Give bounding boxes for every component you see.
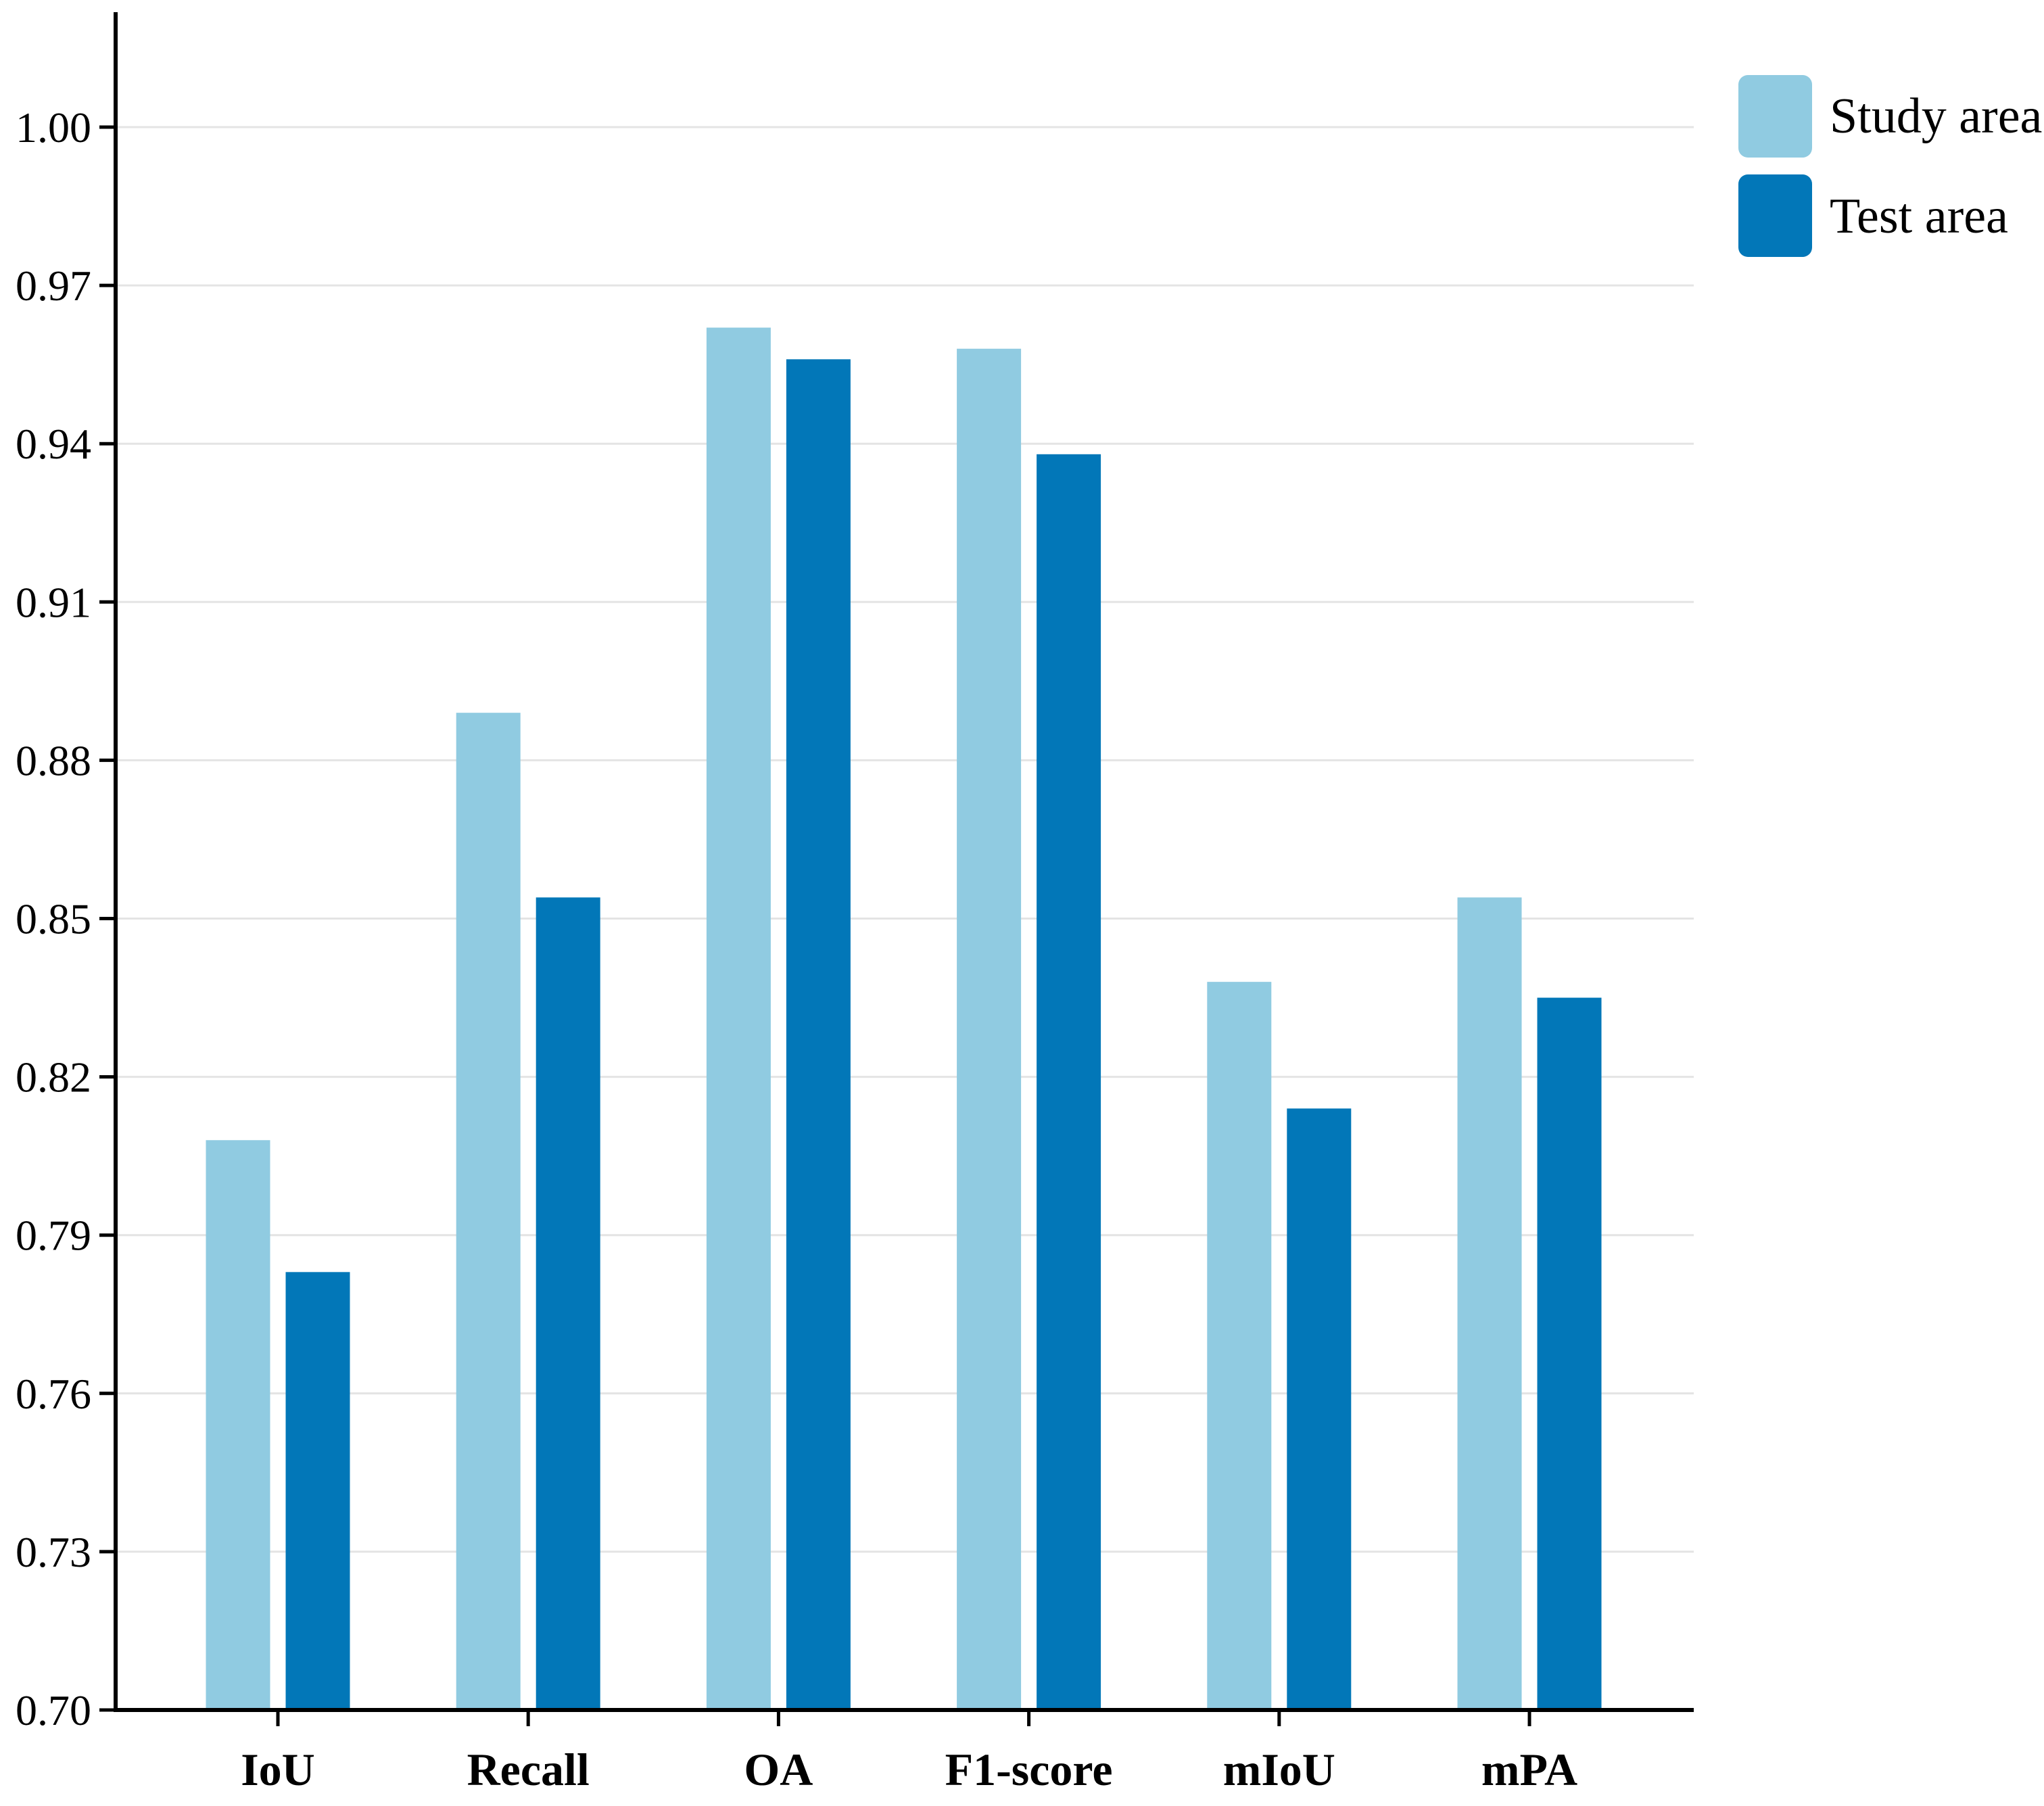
y-tick-label: 1.00 — [16, 103, 91, 151]
legend-label-test-area: Test area — [1830, 189, 2008, 244]
bar-test-area-miou — [1287, 1108, 1352, 1710]
x-category-label: Recall — [467, 1744, 590, 1795]
bar-test-area-f1-score — [1037, 454, 1101, 1710]
x-category-label: F1-score — [945, 1744, 1113, 1795]
y-tick-label: 0.85 — [16, 895, 91, 943]
y-tick-label: 0.97 — [16, 262, 91, 310]
bar-study-area-recall — [456, 713, 521, 1710]
y-tick-label: 0.91 — [16, 578, 91, 626]
y-tick-label: 0.73 — [16, 1528, 91, 1576]
bar-test-area-iou — [285, 1272, 350, 1710]
bar-study-area-mpa — [1457, 897, 1522, 1710]
y-tick-label: 0.79 — [16, 1212, 91, 1260]
legend-label-study-area: Study area — [1830, 89, 2043, 144]
bar-test-area-oa — [786, 359, 851, 1710]
y-tick-label: 0.76 — [16, 1370, 91, 1418]
bar-study-area-oa — [706, 327, 771, 1711]
bar-test-area-recall — [536, 897, 600, 1710]
legend-swatch-study-area — [1738, 75, 1812, 158]
bar-study-area-iou — [206, 1140, 270, 1710]
bar-study-area-miou — [1207, 982, 1272, 1710]
x-category-label: IoU — [241, 1744, 315, 1795]
y-tick-label: 0.82 — [16, 1053, 91, 1101]
legend-swatch-test-area — [1738, 174, 1812, 257]
y-tick-label: 0.88 — [16, 736, 91, 784]
bar-test-area-mpa — [1537, 997, 1602, 1710]
x-category-label: OA — [744, 1744, 813, 1795]
bar-study-area-f1-score — [957, 348, 1022, 1710]
x-category-label: mPA — [1481, 1744, 1577, 1795]
x-category-label: mIoU — [1223, 1744, 1335, 1795]
y-tick-label: 0.94 — [16, 420, 91, 468]
y-tick-label: 0.70 — [16, 1686, 91, 1734]
